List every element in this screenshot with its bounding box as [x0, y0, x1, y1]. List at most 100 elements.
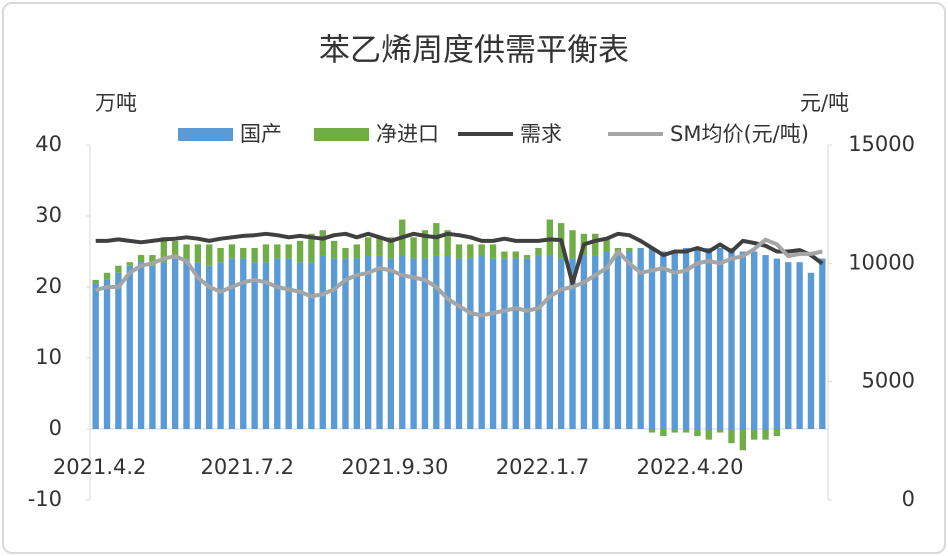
bar	[523, 255, 531, 259]
bar	[126, 262, 133, 266]
bar	[194, 244, 202, 263]
bar	[206, 244, 213, 266]
bar	[217, 262, 224, 429]
bar	[194, 262, 202, 429]
x-tick-label: 2022.4.20	[637, 455, 744, 479]
legend-swatch	[314, 128, 369, 141]
bar	[785, 262, 792, 429]
bar	[489, 258, 497, 429]
chart-title: 苯乙烯周度供需平衡表	[319, 33, 629, 69]
bar	[671, 251, 678, 429]
bar	[387, 258, 395, 429]
y2-axis-label: 元/吨	[800, 91, 849, 115]
bar	[330, 258, 338, 429]
bar	[751, 429, 758, 440]
bar	[183, 258, 190, 429]
bar	[580, 255, 588, 429]
bar	[285, 258, 292, 429]
bar	[637, 247, 644, 429]
bar	[739, 429, 747, 451]
bar	[251, 247, 258, 263]
bar	[705, 247, 712, 429]
bar	[660, 429, 667, 437]
bar	[705, 429, 712, 440]
y-tick-label: 10	[35, 345, 62, 369]
bar	[682, 247, 690, 429]
y-tick-label: 20	[35, 274, 62, 298]
bar	[592, 255, 599, 429]
bar	[501, 258, 508, 429]
bar	[603, 251, 610, 429]
bar	[728, 429, 735, 444]
bar	[660, 251, 667, 429]
x-tick-label: 2021.7.2	[201, 455, 295, 479]
bar	[421, 230, 429, 259]
bar	[240, 258, 247, 429]
bar	[682, 429, 690, 433]
y-tick-label: 0	[49, 416, 62, 440]
bar	[546, 219, 554, 256]
bar	[739, 251, 747, 429]
bar	[262, 244, 270, 263]
bar	[92, 283, 99, 429]
bar	[319, 255, 326, 429]
bar	[353, 244, 360, 259]
bar	[285, 244, 292, 259]
bar	[160, 237, 167, 263]
bar	[115, 272, 122, 429]
bar	[399, 255, 406, 429]
bar	[694, 247, 701, 429]
bar	[762, 255, 769, 429]
bar	[262, 262, 270, 429]
bar	[364, 237, 372, 256]
bar	[501, 251, 508, 259]
bar	[115, 265, 122, 273]
bar	[626, 251, 633, 429]
bar	[274, 258, 281, 429]
bar	[149, 255, 156, 266]
bar	[523, 258, 531, 429]
y2-tick-label: 5000	[862, 369, 915, 393]
bar	[183, 244, 190, 259]
x-tick-label: 2021.9.30	[341, 455, 448, 479]
x-tick-label: 2022.1.7	[496, 455, 590, 479]
bar	[433, 255, 440, 429]
bar	[546, 255, 554, 429]
y2-tick-label: 0	[902, 487, 915, 511]
bar	[569, 230, 576, 259]
bar	[126, 265, 133, 429]
bar	[217, 247, 224, 263]
line	[95, 237, 823, 318]
bar	[376, 237, 383, 256]
legend-label: 需求	[520, 122, 562, 146]
bar	[206, 265, 213, 429]
bar	[648, 429, 656, 433]
bar	[455, 258, 463, 429]
y-axis-label: 万吨	[95, 91, 137, 115]
bar	[648, 247, 656, 429]
bar	[251, 262, 258, 429]
bar	[137, 255, 145, 263]
bar	[296, 262, 304, 429]
bar	[103, 272, 111, 280]
bar	[694, 429, 701, 437]
bar	[274, 244, 281, 259]
bar	[387, 237, 395, 259]
bar	[569, 258, 576, 429]
bar	[558, 258, 565, 429]
y2-tick-label: 15000	[848, 132, 915, 156]
legend-label: 国产	[240, 122, 282, 146]
bar	[807, 272, 815, 429]
bar	[773, 429, 781, 437]
bar	[751, 251, 758, 429]
bar	[228, 258, 236, 429]
bar	[796, 262, 803, 429]
bar	[671, 429, 678, 433]
y-tick-label: 30	[35, 203, 62, 227]
bar	[137, 262, 145, 429]
bar	[512, 258, 519, 429]
bar	[376, 255, 383, 429]
bar	[603, 237, 610, 252]
legend-label: SM均价(元/吨)	[670, 122, 809, 146]
